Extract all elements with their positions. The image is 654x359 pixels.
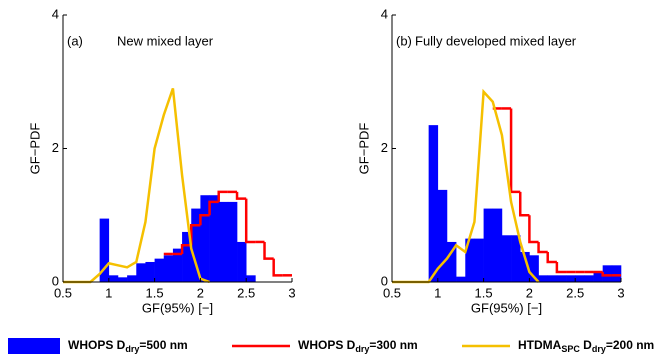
- step-segment: [244, 198, 256, 244]
- bar: [154, 258, 165, 282]
- x-tick-label: 1: [105, 285, 112, 300]
- bar: [136, 263, 146, 282]
- legend-text: dry: [592, 344, 606, 354]
- step-segment: [555, 261, 567, 274]
- legend-text: HTDMA: [518, 338, 562, 352]
- bar: [520, 251, 530, 282]
- legend-text: SPC: [561, 344, 580, 354]
- step-segment: [537, 241, 548, 254]
- bar: [529, 255, 539, 282]
- y-tick-label: 4: [52, 6, 59, 21]
- bar: [246, 275, 256, 282]
- x-tick-label: 2.5: [237, 285, 255, 300]
- x-tick-label: 2: [197, 285, 204, 300]
- x-tick-label: 1.5: [146, 285, 164, 300]
- bar: [127, 275, 137, 282]
- line: [63, 88, 210, 284]
- bar: [547, 275, 558, 282]
- legend-text: dry: [125, 344, 139, 354]
- step-segment: [263, 241, 274, 260]
- bar: [501, 235, 512, 282]
- x-tick-label: 0.5: [54, 285, 72, 300]
- x-tick-label: 3: [288, 285, 295, 300]
- panel-label: (a): [67, 33, 83, 48]
- y-tick-label: 2: [52, 140, 59, 155]
- step-segment: [208, 200, 219, 216]
- bar: [456, 276, 466, 282]
- y-tick-label: 2: [381, 140, 388, 155]
- bar: [437, 189, 448, 282]
- bar: [209, 195, 220, 282]
- panel-subtitle: New mixed layer: [117, 33, 214, 48]
- bar: [145, 261, 155, 282]
- x-tick-label: 2: [526, 285, 533, 300]
- bar: [191, 208, 201, 282]
- x-tick-label: 1: [434, 285, 441, 300]
- x-axis-label: GF(95%) [−]: [142, 300, 213, 315]
- bar: [108, 275, 119, 282]
- bar: [428, 125, 439, 282]
- y-tick-label: 0: [52, 273, 59, 288]
- x-tick-label: 2.5: [566, 285, 584, 300]
- step-segment: [272, 258, 283, 277]
- bar: [511, 235, 521, 282]
- step-segment: [509, 108, 521, 194]
- bar: [538, 275, 549, 282]
- bar: [227, 201, 238, 282]
- x-tick-label: 3: [617, 285, 624, 300]
- panel-label: (b): [396, 33, 412, 48]
- bar: [117, 277, 128, 282]
- legend-label: WHOPS Ddry=300 nm: [298, 338, 418, 354]
- legend-text: =200 nm: [606, 338, 654, 352]
- legend-text: =500 nm: [139, 338, 187, 352]
- x-tick-label: 0.5: [383, 285, 401, 300]
- step-segment: [235, 191, 247, 200]
- bar: [99, 218, 110, 282]
- legend-text: =300 nm: [369, 338, 417, 352]
- legend-label: HTDMASPC Ddry=200 nm: [518, 338, 654, 354]
- legend-swatch: [8, 338, 60, 354]
- bar: [474, 238, 484, 282]
- legend-text: D: [580, 338, 592, 352]
- bar: [593, 271, 603, 282]
- bar: [575, 275, 585, 282]
- y-axis-label: GF−PDF: [27, 123, 42, 175]
- legend-text: WHOPS D: [298, 338, 356, 352]
- legend: WHOPS Ddry=500 nm WHOPS Ddry=300 nm HTDMAS…: [8, 338, 654, 354]
- step-segment: [528, 215, 539, 244]
- step-segment: [199, 214, 210, 226]
- bar: [172, 248, 183, 282]
- bar: [566, 275, 576, 282]
- bar: [556, 275, 567, 282]
- step-segment: [217, 190, 228, 202]
- bar: [483, 208, 494, 282]
- y-tick-label: 0: [381, 273, 388, 288]
- x-tick-label: 1.5: [475, 285, 493, 300]
- bar: [218, 201, 229, 282]
- panel-subtitle: Fully developed mixed layer: [415, 33, 577, 48]
- bar: [163, 255, 174, 282]
- bar: [492, 208, 503, 282]
- bar: [237, 241, 247, 282]
- step-segment: [601, 271, 612, 277]
- bar: [611, 265, 622, 282]
- line: [392, 88, 540, 284]
- bar: [200, 195, 210, 282]
- legend-label: WHOPS Ddry=500 nm: [68, 338, 188, 354]
- bar: [602, 265, 613, 282]
- bar: [446, 241, 457, 282]
- x-axis-label: GF(95%) [−]: [471, 300, 542, 315]
- step-segment: [546, 251, 557, 264]
- legend-text: WHOPS D: [68, 338, 126, 352]
- y-axis-label: GF−PDF: [356, 123, 371, 175]
- step-segment: [180, 244, 192, 254]
- bar: [182, 231, 192, 282]
- bar: [465, 238, 475, 282]
- y-tick-label: 4: [381, 6, 388, 21]
- step-segment: [518, 191, 530, 217]
- bar: [584, 275, 594, 282]
- legend-text: dry: [355, 344, 369, 354]
